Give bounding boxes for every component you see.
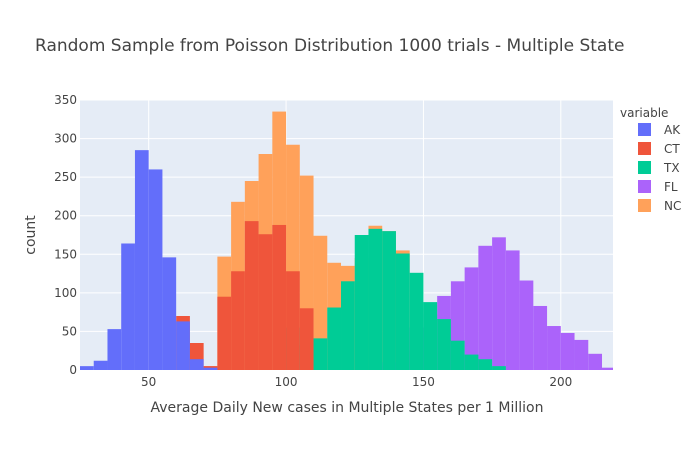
legend-item-NC[interactable]: NC [638, 199, 681, 213]
bar-FL [574, 339, 589, 370]
bar-FL [560, 332, 575, 370]
legend-swatch [638, 199, 651, 212]
legend-item-AK[interactable]: AK [638, 123, 681, 137]
bar-CT [217, 296, 232, 370]
x-axis-title: Average Daily New cases in Multiple Stat… [151, 400, 544, 416]
bar-AK [189, 359, 204, 370]
bar-CT [231, 271, 245, 370]
legend-swatch [638, 123, 651, 136]
bar-FL [588, 353, 603, 370]
y-axis-ticks: 0 50 100 150 200 250 300 350 [54, 93, 77, 377]
bar-AK [176, 321, 190, 370]
bar-FL [505, 250, 520, 370]
x-axis-ticks: 50 100 150 200 [141, 375, 572, 389]
legend-title: variable [620, 106, 668, 120]
bar-CT [299, 308, 314, 370]
y-tick-label: 50 [62, 324, 77, 338]
bar-TX [492, 366, 506, 370]
bar-AK [121, 243, 135, 370]
bar-AK [80, 366, 94, 370]
bar-TX [450, 340, 465, 370]
bar-CT [272, 224, 287, 370]
bar-TX [478, 359, 493, 370]
bar-TX [341, 281, 355, 370]
legend-label: CT [664, 142, 680, 156]
chart-title: Random Sample from Poisson Distribution … [35, 36, 624, 56]
x-tick-label: 50 [141, 375, 156, 389]
bar-CT [244, 221, 259, 370]
bar-AK [148, 169, 163, 370]
x-tick-label: 100 [275, 375, 298, 389]
legend-label: FL [664, 180, 678, 194]
bar-FL [519, 280, 534, 370]
y-tick-label: 250 [54, 170, 77, 184]
series-TX [286, 228, 506, 370]
legend-swatch [638, 161, 651, 174]
bar-CT [258, 234, 273, 370]
legend-label: TX [663, 161, 680, 175]
y-tick-label: 200 [54, 209, 77, 223]
bar-TX [382, 231, 396, 370]
legend-items[interactable]: AK CT TX FL NC [638, 123, 681, 213]
bar-AK [203, 367, 218, 370]
legend-item-CT[interactable]: CT [638, 142, 680, 156]
bar-FL [478, 245, 493, 370]
legend-swatch [638, 180, 651, 193]
legend-label: AK [664, 123, 681, 137]
y-axis-title: count [23, 215, 39, 255]
bar-FL [547, 326, 561, 370]
y-tick-label: 300 [54, 132, 77, 146]
bar-TX [354, 235, 369, 370]
x-tick-label: 150 [412, 375, 435, 389]
series-AK [80, 150, 218, 370]
legend-swatch [638, 142, 651, 155]
bar-TX [313, 338, 328, 370]
bar-AK [134, 150, 149, 370]
bar-CT [286, 271, 300, 370]
bar-AK [93, 360, 108, 370]
bar-FL [492, 237, 506, 370]
histogram-bars [80, 111, 613, 371]
bar-FL [533, 305, 548, 370]
bar-TX [409, 272, 424, 370]
x-tick-label: 200 [549, 375, 572, 389]
bar-AK [162, 257, 177, 370]
bar-TX [464, 354, 479, 370]
bar-NC [313, 235, 328, 370]
bar-TX [327, 307, 342, 370]
y-tick-label: 350 [54, 93, 77, 107]
bar-TX [423, 302, 438, 370]
bar-FL [464, 267, 479, 370]
legend[interactable]: variable AK CT TX FL NC [620, 106, 681, 213]
bar-TX [368, 228, 383, 370]
legend-item-FL[interactable]: FL [638, 180, 678, 194]
legend-item-TX[interactable]: TX [638, 161, 680, 175]
bar-FL [602, 367, 613, 370]
bar-AK [107, 329, 122, 370]
y-tick-label: 0 [69, 363, 77, 377]
y-tick-label: 100 [54, 286, 77, 300]
y-tick-label: 150 [54, 247, 77, 261]
bar-TX [395, 253, 410, 370]
series-CT [176, 221, 314, 370]
legend-label: NC [664, 199, 681, 213]
bar-TX [437, 319, 451, 370]
